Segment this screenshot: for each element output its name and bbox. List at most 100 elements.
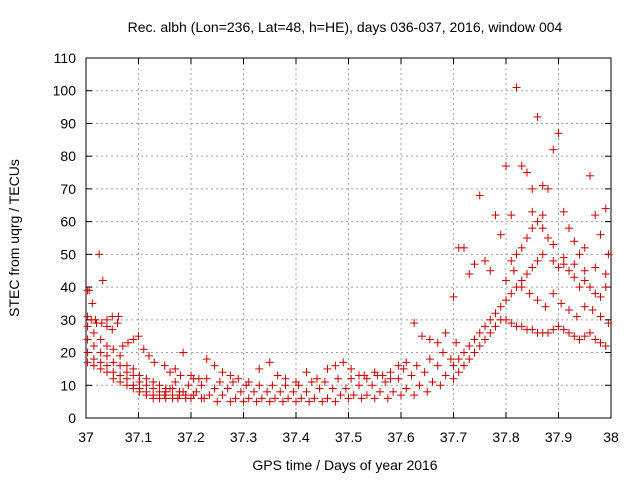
data-point [135,387,144,396]
data-point [523,234,531,242]
data-point [544,184,552,193]
y-tick-labels: 0 10 20 30 40 50 60 70 80 90 100 110 [53,50,77,426]
data-point [502,296,510,305]
data-point [166,384,174,393]
data-point [528,325,537,334]
data-point [210,384,219,393]
data-point [559,325,568,334]
data-point [591,211,600,220]
data-point [586,283,594,292]
data-point [591,335,600,344]
data-point [87,315,96,324]
grid [86,58,611,418]
data-point [231,394,240,403]
data-point [129,371,138,380]
data-point [533,296,542,305]
data-point [331,397,340,406]
data-point [349,391,358,400]
data-point [150,358,159,367]
data-point [255,364,264,373]
data-point [294,381,303,390]
data-point [586,171,594,180]
data-point [586,328,594,337]
data-point [509,266,518,275]
x-tick-label: 37.6 [387,429,414,445]
data-point [449,292,458,301]
data-point [481,322,489,331]
data-point [502,276,510,285]
y-tick-label: 110 [54,50,77,66]
data-point [554,129,563,138]
data-point [297,394,306,403]
data-point [95,250,104,259]
data-point [103,368,111,377]
data-point [197,381,206,390]
data-point [200,394,209,403]
data-point [383,394,392,403]
data-point [559,207,568,216]
data-point [202,374,211,383]
data-point [575,283,584,292]
data-point [402,384,411,393]
data-point [210,361,219,370]
data-point [302,368,311,377]
y-tick-label: 30 [60,312,76,328]
data-point [544,328,552,337]
y-tick-label: 10 [60,377,76,393]
data-point [425,355,434,364]
data-point [604,319,613,328]
data-point [544,234,552,242]
data-point [305,397,314,406]
data-point [420,368,429,377]
data-point [328,384,337,393]
x-tick-labels: 37 37.1 37.2 37.3 37.4 37.5 37.6 37.7 37.8 37.9 38 [78,429,619,445]
data-point [389,387,398,396]
data-point [205,391,214,400]
data-point [507,289,516,298]
data-point [596,312,605,321]
data-point [580,332,589,341]
data-point [441,328,450,337]
data-point [315,384,324,393]
data-point [528,263,537,272]
data-point [268,381,277,390]
data-point [596,230,605,239]
data-point [549,325,558,334]
data-point [83,335,92,344]
data-point [399,364,408,373]
data-point [89,328,98,337]
data-point [554,263,563,272]
data-point [533,112,542,121]
data-point [528,184,537,193]
x-tick-label: 37.4 [282,429,309,445]
data-point [533,256,542,265]
data-point [580,243,589,252]
data-point [116,351,125,360]
data-point [486,266,495,275]
data-point [575,250,584,259]
data-point [229,378,237,386]
data-point [215,378,224,386]
y-tick-label: 20 [60,345,76,361]
data-point [109,345,118,354]
data-point [347,364,356,373]
data-point [265,397,274,406]
data-point [134,332,143,341]
x-tick-label: 37.7 [440,429,467,445]
data-point [179,387,188,396]
data-point [446,355,455,364]
x-axis-label: GPS time / Days of year 2016 [252,457,437,473]
data-point [155,394,164,403]
data-point [441,371,450,380]
data-point [88,299,97,308]
data-point [368,381,377,390]
y-tick-label: 80 [60,148,76,164]
data-point [565,266,573,275]
data-points [83,83,613,406]
data-point [436,381,445,390]
data-point [412,361,421,370]
data-point [223,384,232,393]
data-point [428,378,437,386]
data-point [538,211,547,220]
data-point [189,374,198,383]
